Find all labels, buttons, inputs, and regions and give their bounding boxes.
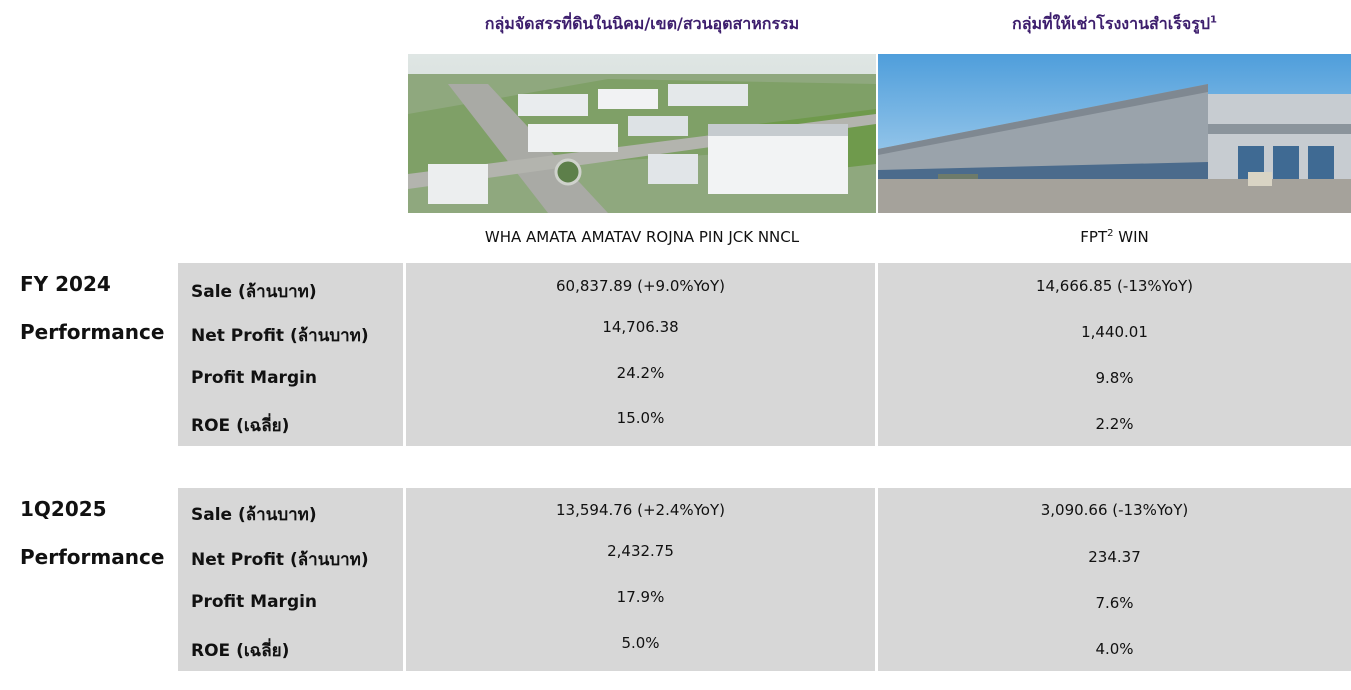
estate-sale-value: 60,837.89 (+9.0%YoY) xyxy=(556,277,725,295)
row-label-sale: Sale (ล้านบาท) xyxy=(191,505,317,525)
estate-sale-value: 13,594.76 (+2.4%YoY) xyxy=(556,501,725,519)
estate-profit-margin-value: 24.2% xyxy=(616,364,665,382)
estate-group-title: กลุ่มจัดสรรที่ดินในนิคม/เขต/สวนอุตสาหกรร… xyxy=(484,14,800,33)
row-label-profit-margin: Profit Margin xyxy=(191,368,318,388)
estate-net-profit-value: 14,706.38 xyxy=(602,318,679,336)
factory-net-profit-value: 1,440.01 xyxy=(1081,323,1148,341)
estate-profit-margin-value: 17.9% xyxy=(616,588,665,606)
fy2024-performance-label: Performance xyxy=(20,320,165,344)
q1-2025-performance-label: Performance xyxy=(20,545,165,569)
row-label-roe: ROE (เฉลี่ย) xyxy=(191,641,290,661)
estate-companies: WHA AMATA AMATAV ROJNA PIN JCK NNCL xyxy=(484,228,800,246)
industrial-estate-photo xyxy=(408,54,876,213)
row-label-net-profit: Net Profit (ล้านบาท) xyxy=(191,550,369,570)
fy2024-performance-table: Sale (ล้านบาท) Net Profit (ล้านบาท) Prof… xyxy=(178,263,1351,446)
factory-net-profit-value: 234.37 xyxy=(1088,548,1141,566)
row-label-roe: ROE (เฉลี่ย) xyxy=(191,416,290,436)
estate-roe-value: 5.0% xyxy=(621,634,660,652)
q1-2025-label: 1Q2025 xyxy=(20,497,107,521)
fy2024-label: FY 2024 xyxy=(20,272,111,296)
q1-2025-performance-table: Sale (ล้านบาท) Net Profit (ล้านบาท) Prof… xyxy=(178,488,1351,671)
row-label-net-profit: Net Profit (ล้านบาท) xyxy=(191,326,369,346)
row-label-sale: Sale (ล้านบาท) xyxy=(191,282,317,302)
row-label-profit-margin: Profit Margin xyxy=(191,592,318,612)
factory-roe-value: 2.2% xyxy=(1095,415,1134,433)
factory-warehouse-photo xyxy=(878,54,1351,213)
factory-sale-value: 3,090.66 (-13%YoY) xyxy=(1040,501,1189,519)
factory-roe-value: 4.0% xyxy=(1095,640,1134,658)
estate-roe-value: 15.0% xyxy=(616,409,665,427)
factory-sale-value: 14,666.85 (-13%YoY) xyxy=(1035,277,1194,295)
estate-net-profit-value: 2,432.75 xyxy=(607,542,674,560)
factory-profit-margin-value: 7.6% xyxy=(1095,594,1134,612)
factory-profit-margin-value: 9.8% xyxy=(1095,369,1134,387)
factory-group-title: กลุ่มที่ให้เช่าโรงงานสำเร็จรูป1 xyxy=(1012,14,1217,33)
factory-companies: FPT2 WIN xyxy=(1080,228,1149,246)
